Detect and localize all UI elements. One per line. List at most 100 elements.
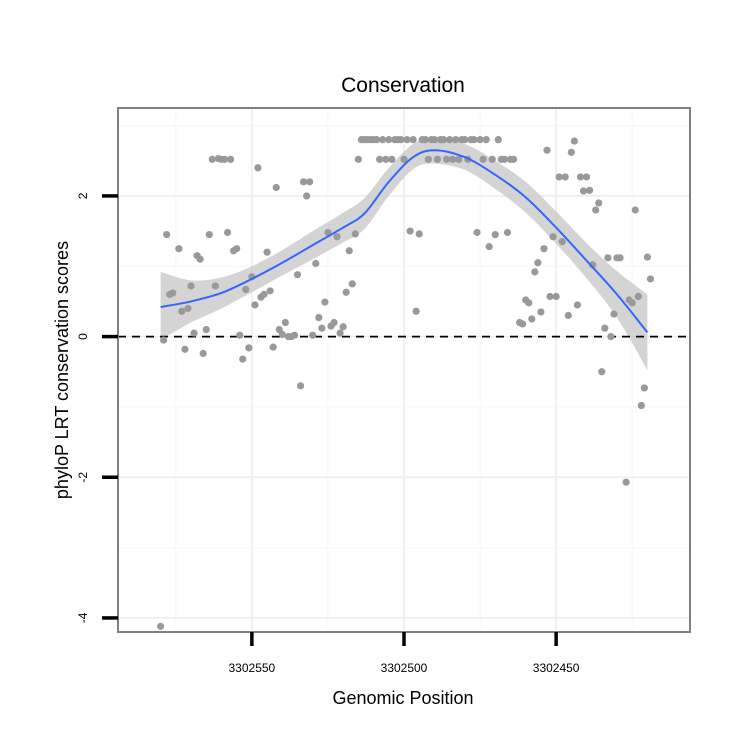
data-point xyxy=(488,155,496,163)
data-point xyxy=(573,301,582,309)
data-point xyxy=(263,248,271,256)
data-point xyxy=(382,155,390,163)
data-point xyxy=(187,282,195,290)
data-point xyxy=(315,314,323,322)
smooth-curve xyxy=(160,149,649,333)
data-point xyxy=(582,173,591,181)
data-point xyxy=(640,384,648,392)
data-point xyxy=(160,336,168,344)
data-point xyxy=(452,136,460,144)
data-point xyxy=(290,331,299,339)
data-point xyxy=(208,155,216,163)
data-point xyxy=(576,173,585,181)
data-point xyxy=(406,227,414,235)
data-point xyxy=(336,329,344,337)
data-point xyxy=(306,178,314,186)
data-point xyxy=(196,255,204,263)
data-point xyxy=(634,292,642,301)
data-point xyxy=(223,228,232,237)
data-point xyxy=(479,155,487,163)
data-point xyxy=(531,268,539,276)
data-point xyxy=(500,155,509,163)
data-point xyxy=(470,136,478,144)
data-point xyxy=(628,299,636,307)
confidence-band xyxy=(160,136,648,371)
data-point xyxy=(385,136,393,144)
data-point xyxy=(220,155,229,163)
data-point xyxy=(190,329,198,337)
data-point xyxy=(494,136,502,144)
data-point xyxy=(607,332,615,341)
data-point xyxy=(643,253,652,261)
data-point xyxy=(449,155,457,163)
x-tick-label: 3302450 xyxy=(533,661,580,675)
data-point xyxy=(251,301,259,309)
data-point xyxy=(540,245,548,253)
data-point xyxy=(622,478,630,486)
data-point xyxy=(330,318,338,327)
plot-panel xyxy=(118,108,690,632)
data-point xyxy=(546,292,554,301)
data-point xyxy=(156,622,165,630)
x-tick-label: 3302500 xyxy=(381,661,428,675)
data-point xyxy=(254,164,262,172)
data-point xyxy=(299,178,308,186)
data-point xyxy=(303,192,311,200)
data-point xyxy=(552,292,560,301)
data-point xyxy=(601,324,609,332)
data-point xyxy=(400,155,408,163)
data-point xyxy=(345,247,353,255)
data-point xyxy=(595,199,603,207)
data-point xyxy=(442,155,451,163)
data-point xyxy=(178,307,186,315)
data-point xyxy=(509,155,518,163)
x-tick-label: 3302550 xyxy=(229,661,276,675)
data-point xyxy=(482,136,490,144)
data-point xyxy=(433,155,442,163)
data-points xyxy=(156,136,655,630)
data-point xyxy=(388,155,396,163)
y-tick-label: 0 xyxy=(76,333,90,340)
data-point xyxy=(476,136,484,144)
data-point xyxy=(233,245,241,253)
data-point xyxy=(409,136,417,144)
data-point xyxy=(397,136,405,144)
data-point xyxy=(376,155,384,163)
data-point xyxy=(491,231,499,239)
data-point xyxy=(354,155,362,163)
data-point xyxy=(430,136,439,144)
data-point xyxy=(309,331,317,339)
data-point xyxy=(379,136,387,144)
data-point xyxy=(558,238,566,246)
data-point xyxy=(503,228,512,237)
x-axis: 3302550 3302500 3302450 xyxy=(229,632,580,675)
data-point xyxy=(269,343,277,351)
data-point xyxy=(184,304,192,313)
data-point xyxy=(579,187,588,195)
data-point xyxy=(169,289,177,297)
data-point xyxy=(598,368,606,376)
data-point xyxy=(485,242,493,251)
data-point xyxy=(439,136,448,144)
data-point xyxy=(403,136,411,144)
y-tick-label: -4 xyxy=(76,612,90,623)
data-point xyxy=(199,349,207,358)
data-point xyxy=(266,287,274,295)
data-point xyxy=(646,275,655,283)
smooth-line xyxy=(160,149,649,333)
data-point xyxy=(473,228,481,237)
data-point xyxy=(296,382,305,390)
data-point xyxy=(446,136,454,144)
data-point xyxy=(373,136,381,144)
data-point xyxy=(239,355,247,363)
data-point xyxy=(564,311,572,320)
data-point xyxy=(543,146,551,154)
data-point xyxy=(585,186,594,194)
data-point xyxy=(610,310,618,318)
x-axis-title: Genomic Position xyxy=(332,688,473,708)
data-point xyxy=(272,183,280,192)
data-point xyxy=(592,206,600,214)
data-point xyxy=(424,155,432,163)
data-point xyxy=(278,330,286,339)
